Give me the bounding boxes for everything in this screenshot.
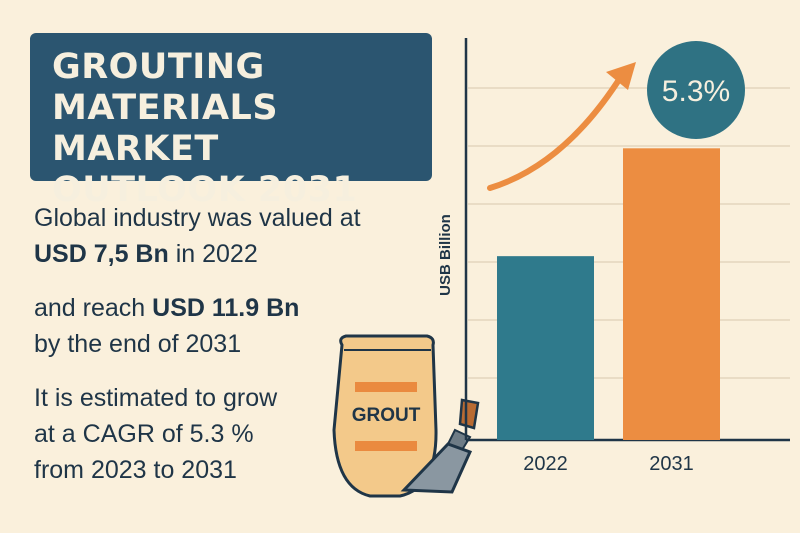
stat-reach-prefix: and reach [34,294,153,322]
bar-2031 [623,148,720,440]
stat-cagr: It is estimated to grow at a CAGR of 5.3… [34,380,277,488]
title-line-2: MATERIALS MARKET [52,88,279,169]
stat-reach-line-1: and reach USD 11.9 Bn [34,290,299,326]
trowel-icon [400,398,480,494]
title-line-1: GROUTING [52,47,265,87]
stat-valued-amount: USD 7,5 Bn [34,240,169,268]
y-axis-label: USB Billion [437,214,454,296]
cagr-badge [647,41,745,139]
stat-cagr-line-2: at a CAGR of 5.3 % [34,420,254,448]
stat-reach-amount: USD 11.9 Bn [152,294,300,322]
title-line-3: OUTLOOK 2031 [52,170,358,210]
bag-stripe-top [355,382,417,392]
stat-cagr-line-3: from 2023 to 2031 [34,456,237,484]
bag-stripe-bottom [355,441,417,451]
bag-label: GROUT [352,405,421,426]
stat-cagr-line-1: It is estimated to grow [34,384,278,412]
stat-valued-line-1: Global industry was valued at [34,204,361,232]
x-tick-label-2022: 2022 [523,453,568,475]
stat-reach: and reach USD 11.9 Bn by the end of 2031 [34,290,299,362]
cagr-badge-text: 5.3% [662,75,730,108]
stat-reach-line-2: by the end of 2031 [34,330,242,358]
stat-valued-year: in 2022 [168,240,258,268]
stat-valued-line-2: USD 7,5 Bn in 2022 [34,236,361,272]
x-tick-label-2031: 2031 [649,453,694,475]
growth-arrow-icon [487,62,636,191]
title-banner: GROUTING MATERIALS MARKET OUTLOOK 2031 [30,33,432,210]
stat-valued: Global industry was valued at USD 7,5 Bn… [34,200,361,272]
grout-bag-illustration: GROUT [332,334,438,498]
bar-2022 [497,256,594,440]
